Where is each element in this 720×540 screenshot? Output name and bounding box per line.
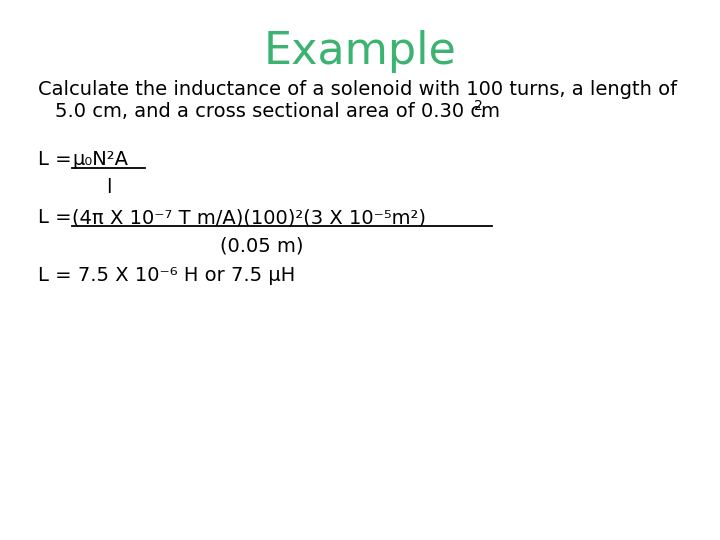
Text: 2: 2 xyxy=(474,99,483,113)
Text: .: . xyxy=(480,102,486,121)
Text: μ₀N²A: μ₀N²A xyxy=(72,150,128,169)
Text: Example: Example xyxy=(264,30,456,73)
Text: L =: L = xyxy=(38,150,78,169)
Text: L =: L = xyxy=(38,208,78,227)
Text: l: l xyxy=(106,178,112,197)
Text: (0.05 m): (0.05 m) xyxy=(220,236,304,255)
Text: 5.0 cm, and a cross sectional area of 0.30 cm: 5.0 cm, and a cross sectional area of 0.… xyxy=(55,102,500,121)
Text: Calculate the inductance of a solenoid with 100 turns, a length of: Calculate the inductance of a solenoid w… xyxy=(38,80,677,99)
Text: (4π X 10⁻⁷ T m/A)(100)²(3 X 10⁻⁵m²): (4π X 10⁻⁷ T m/A)(100)²(3 X 10⁻⁵m²) xyxy=(72,208,426,227)
Text: L = 7.5 X 10⁻⁶ H or 7.5 μH: L = 7.5 X 10⁻⁶ H or 7.5 μH xyxy=(38,266,295,285)
